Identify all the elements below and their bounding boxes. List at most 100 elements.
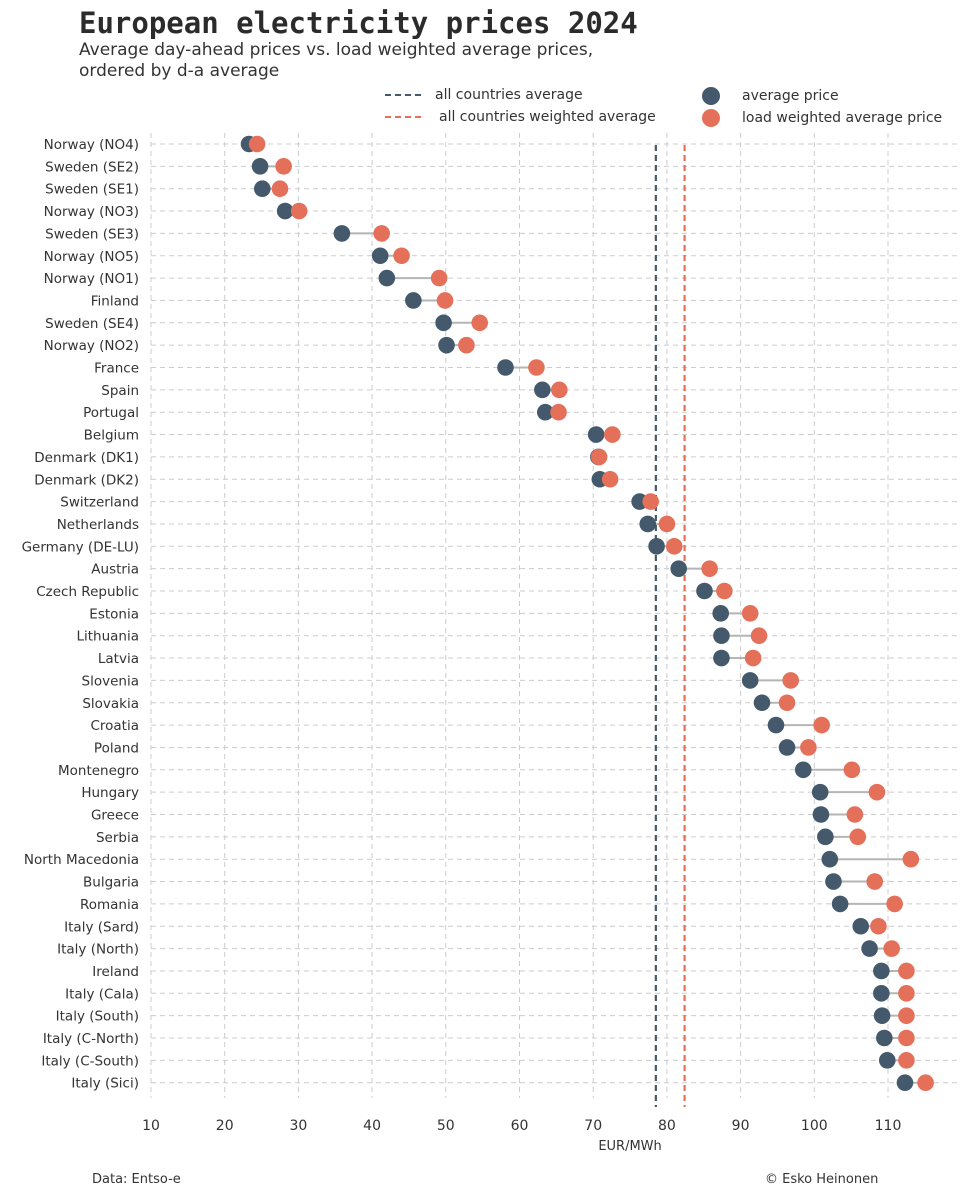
x-tick-label: 50: [437, 1118, 455, 1134]
category-label: Hungary: [81, 785, 139, 801]
weighted-price-dot: [782, 672, 800, 689]
category-label: Poland: [94, 740, 139, 756]
weighted-price-dot: [898, 1007, 915, 1024]
average-price-dot: [753, 694, 771, 712]
category-label: Croatia: [90, 718, 139, 734]
average-price-dot: [536, 403, 554, 421]
average-price-dot: [276, 202, 294, 220]
category-label: Belgium: [84, 428, 139, 444]
average-price-dot: [534, 381, 551, 399]
legend-average-line-label: all countries average: [435, 87, 583, 103]
category-label: Finland: [91, 293, 139, 309]
weighted-price-dot: [800, 739, 817, 756]
weighted-price-dot: [813, 716, 830, 734]
average-price-dot: [253, 180, 271, 197]
x-tick-label: 100: [801, 1118, 828, 1134]
weighted-price-dot: [849, 828, 867, 846]
x-tick-label: 80: [658, 1118, 676, 1134]
category-label: France: [94, 361, 139, 377]
category-label: Germany (DE-LU): [22, 539, 139, 555]
legend-weighted-dot-swatch: [702, 109, 720, 127]
weighted-price-dot: [275, 158, 292, 175]
weighted-price-dot: [604, 426, 621, 443]
average-price-dot: [371, 247, 389, 265]
chart-subtitle: Average day-ahead prices vs. load weight…: [79, 40, 594, 81]
average-price-dot: [852, 917, 870, 935]
x-tick-label: 40: [363, 1118, 381, 1134]
category-label: Lithuania: [76, 629, 139, 645]
weighted-price-dot: [778, 694, 796, 712]
legend-item-average-dot: average price: [702, 87, 839, 105]
category-label: Sweden (SE4): [45, 316, 139, 332]
weighted-price-dot: [917, 1074, 934, 1091]
average-price-dot: [405, 292, 422, 309]
average-price-dot: [648, 538, 665, 555]
average-price-dot: [438, 336, 455, 354]
weighted-price-dot: [550, 403, 567, 421]
weighted-price-dot: [870, 917, 887, 935]
category-label: Austria: [91, 562, 139, 578]
average-price-dot: [251, 158, 269, 175]
category-label: Norway (NO1): [44, 271, 139, 287]
average-price-dot: [778, 739, 796, 756]
average-price-dot: [497, 359, 514, 376]
weighted-price-dot: [866, 873, 884, 890]
category-label: Czech Republic: [36, 584, 139, 600]
category-label: Netherlands: [57, 517, 139, 533]
legend-item-average-line: all countries average: [385, 87, 583, 103]
weighted-price-dot: [898, 962, 915, 980]
category-label: Latvia: [98, 651, 139, 667]
weighted-price-dot: [528, 359, 545, 376]
average-price-dot: [817, 828, 834, 846]
average-price-dot: [741, 672, 759, 689]
chart-title: European electricity prices 2024: [79, 6, 638, 40]
average-price-dot: [878, 1052, 896, 1069]
weighted-price-dot: [550, 381, 568, 399]
average-price-dot: [333, 225, 351, 242]
category-label: Norway (NO3): [44, 204, 139, 220]
legend-average-line-swatch: [385, 94, 421, 96]
average-price-dot: [712, 605, 730, 622]
x-tick-label: 30: [289, 1118, 307, 1134]
legend-average-dot-swatch: [702, 87, 720, 105]
average-price-dot: [696, 582, 713, 600]
category-label: Spain: [101, 383, 139, 399]
legend-weighted-line-swatch: [385, 116, 421, 118]
average-price-dot: [713, 627, 730, 644]
legend-item-weighted-line: all countries weighted average: [385, 109, 656, 125]
category-label: Italy (Cala): [65, 986, 139, 1002]
weighted-price-dot: [716, 582, 733, 600]
weighted-price-dot: [846, 806, 864, 823]
category-label: Romania: [80, 897, 139, 913]
weighted-price-dot: [750, 627, 768, 644]
x-axis-label: EUR/MWh: [598, 1139, 661, 1154]
category-label: Italy (C-South): [41, 1053, 139, 1069]
weighted-price-dot: [430, 269, 448, 287]
legend-average-dot-label: average price: [742, 88, 839, 104]
weighted-price-dot: [898, 985, 915, 1002]
weighted-price-dot: [590, 448, 608, 466]
category-label: Slovenia: [82, 673, 139, 689]
category-label: Italy (C-North): [43, 1031, 139, 1047]
weighted-price-dot: [898, 1052, 915, 1069]
weighted-price-dot: [868, 783, 886, 801]
weighted-price-dot: [458, 336, 475, 354]
category-label: Norway (NO5): [44, 249, 139, 265]
weighted-price-dot: [373, 225, 390, 242]
weighted-price-dot: [248, 135, 266, 153]
average-price-dot: [831, 895, 849, 913]
category-label: Ireland: [92, 964, 139, 980]
weighted-price-dot: [701, 560, 718, 577]
weighted-price-dot: [642, 493, 659, 510]
weighted-price-dot: [883, 940, 900, 957]
average-price-dot: [435, 314, 452, 332]
average-price-dot: [378, 269, 396, 287]
x-tick-label: 60: [511, 1118, 529, 1134]
category-label: Serbia: [96, 830, 139, 846]
average-price-dot: [861, 940, 878, 957]
category-label: Sweden (SE1): [45, 182, 139, 198]
category-label: Italy (Sici): [71, 1076, 139, 1092]
x-tick-label: 110: [875, 1118, 902, 1134]
weighted-price-dot: [471, 314, 489, 332]
